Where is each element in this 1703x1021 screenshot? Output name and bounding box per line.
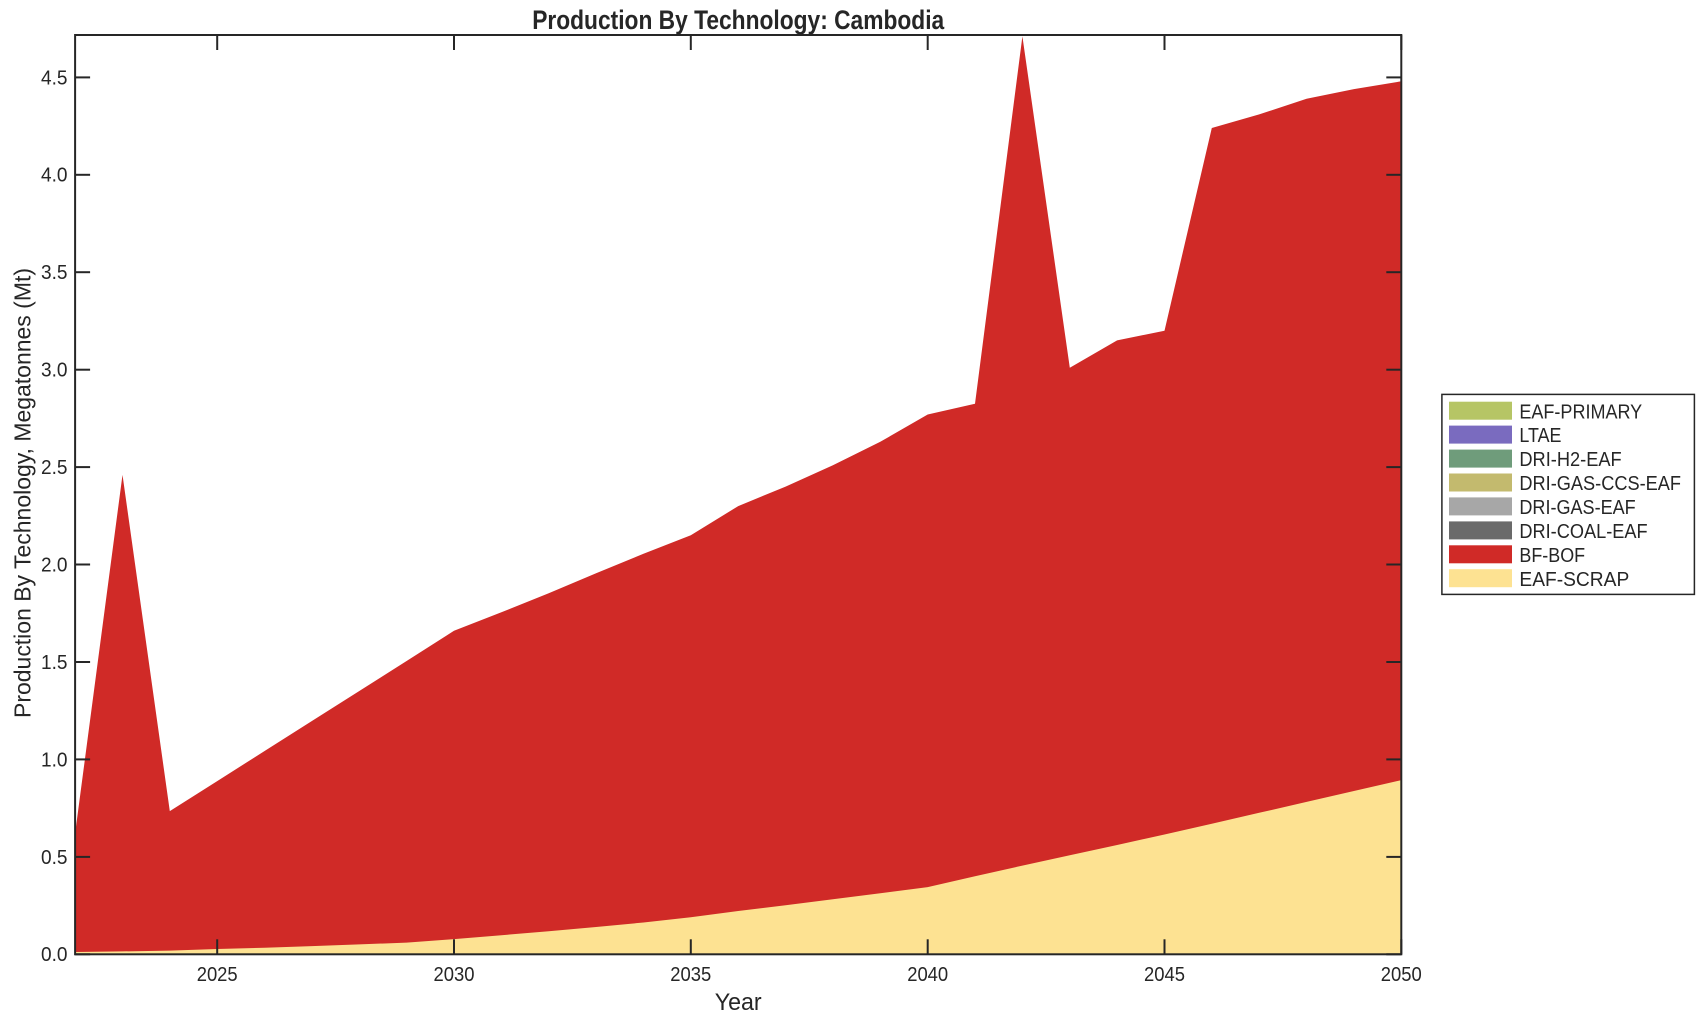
svg-text:Production By Technology, Mega: Production By Technology, Megatonnes (Mt… — [10, 268, 36, 718]
svg-text:BF-BOF: BF-BOF — [1519, 545, 1585, 567]
svg-text:2050: 2050 — [1381, 963, 1422, 986]
svg-text:4.5: 4.5 — [41, 66, 68, 89]
svg-text:2025: 2025 — [197, 963, 238, 986]
svg-text:2030: 2030 — [434, 963, 475, 986]
svg-text:2040: 2040 — [907, 963, 948, 986]
svg-text:EAF-PRIMARY: EAF-PRIMARY — [1519, 401, 1642, 423]
svg-text:0.5: 0.5 — [41, 846, 68, 869]
svg-text:0.0: 0.0 — [41, 943, 68, 966]
svg-text:DRI-GAS-EAF: DRI-GAS-EAF — [1519, 497, 1635, 519]
svg-text:3.0: 3.0 — [41, 359, 68, 382]
svg-text:2045: 2045 — [1144, 963, 1185, 986]
svg-text:3.5: 3.5 — [41, 261, 68, 284]
svg-text:2035: 2035 — [670, 963, 711, 986]
svg-text:2.0: 2.0 — [41, 553, 68, 576]
svg-text:2.5: 2.5 — [41, 456, 68, 479]
svg-text:1.0: 1.0 — [41, 748, 68, 771]
svg-text:DRI-COAL-EAF: DRI-COAL-EAF — [1519, 521, 1647, 543]
svg-text:DRI-H2-EAF: DRI-H2-EAF — [1519, 449, 1621, 471]
svg-text:Year: Year — [715, 989, 762, 1016]
svg-text:DRI-GAS-CCS-EAF: DRI-GAS-CCS-EAF — [1519, 473, 1681, 495]
svg-text:4.0: 4.0 — [41, 164, 68, 187]
svg-text:EAF-SCRAP: EAF-SCRAP — [1519, 569, 1629, 591]
svg-text:1.5: 1.5 — [41, 651, 68, 674]
svg-text:Production By Technology: Camb: Production By Technology: Cambodia — [532, 5, 945, 35]
svg-text:LTAE: LTAE — [1519, 425, 1561, 447]
